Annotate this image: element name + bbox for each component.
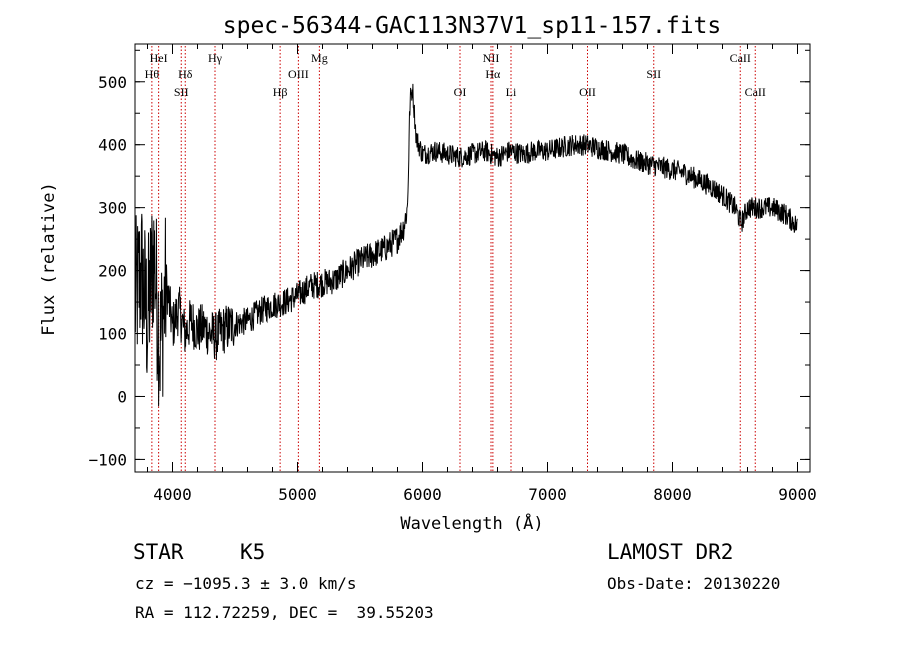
spectral-line-label: SII [646, 67, 661, 81]
y-tick-label: 0 [117, 387, 127, 406]
spectral-line-label: OI [454, 85, 467, 99]
spectral-line-label: NII [483, 51, 500, 65]
y-tick-label: −100 [88, 450, 127, 469]
y-axis-label: Flux (relative) [39, 182, 59, 336]
y-axis-ticks: −100 0 100 200 300 400 500 [88, 49, 810, 469]
x-tick-label: 7000 [528, 485, 567, 504]
redshift-value: cz = −1095.3 ± 3.0 km/s [135, 574, 357, 593]
x-tick-label: 6000 [403, 485, 442, 504]
x-tick-label: 4000 [153, 485, 192, 504]
spectral-line-label: Hγ [208, 51, 223, 65]
spectral-line-label: OIII [288, 67, 309, 81]
x-tick-label: 5000 [278, 485, 317, 504]
spectral-line-label: Li [506, 85, 517, 99]
spectral-line-label: SII [174, 85, 189, 99]
spectral-line-label: Hδ [178, 67, 193, 81]
y-tick-label: 300 [98, 199, 127, 218]
x-axis-ticks: 4000 5000 6000 7000 8000 9000 [147, 44, 817, 504]
y-tick-label: 200 [98, 262, 127, 281]
spectral-line-label: OII [579, 85, 596, 99]
flux-line [134, 83, 798, 407]
spectral-line-label: Hβ [273, 85, 288, 99]
x-tick-label: 9000 [778, 485, 817, 504]
plot-frame [134, 43, 811, 473]
coordinates: RA = 112.72259, DEC = 39.55203 [135, 603, 434, 622]
chart-title: spec-56344-GAC113N37V1_sp11-157.fits [223, 13, 722, 39]
survey-name: LAMOST DR2 [607, 540, 734, 564]
observation-date: Obs-Date: 20130220 [607, 574, 781, 593]
spectral-line-label: Hθ [145, 67, 160, 81]
y-tick-label: 400 [98, 136, 127, 155]
y-tick-label: 500 [98, 73, 127, 92]
x-axis-label: Wavelength (Å) [400, 512, 543, 534]
spectral-line-label: Hα [485, 67, 501, 81]
spectral-line-label: Mg [311, 51, 328, 65]
x-tick-label: 8000 [653, 485, 692, 504]
object-type: STAR [133, 540, 184, 564]
y-tick-label: 100 [98, 325, 127, 344]
flux-series [134, 83, 798, 407]
spectral-line-label: CaII [745, 85, 766, 99]
spectral-line-label: CaII [730, 51, 751, 65]
spectral-subclass: K5 [240, 540, 266, 564]
spectral-line-label: HeI [150, 51, 168, 65]
